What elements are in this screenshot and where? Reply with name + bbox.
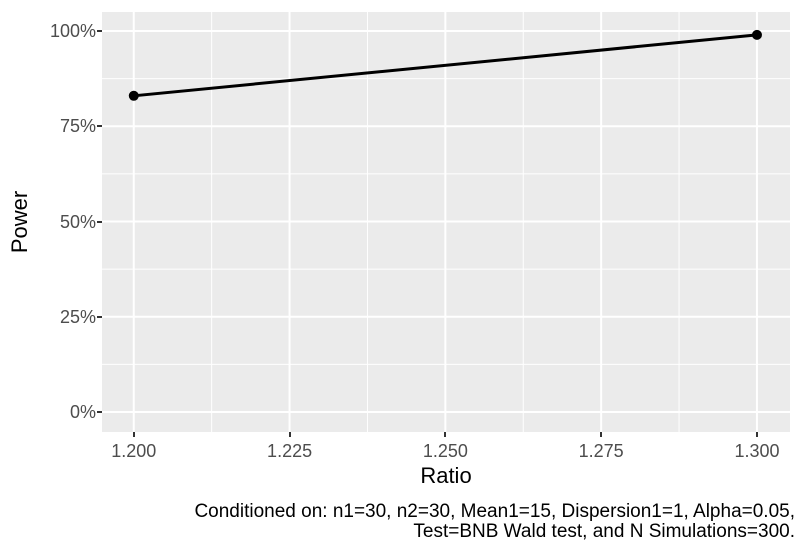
y-tick-mark [97, 315, 102, 318]
y-tick-label: 75% [59, 116, 96, 137]
x-tick-label: 1.250 [422, 441, 468, 461]
caption-line-2: Test=BNB Wald test, and N Simulations=30… [413, 521, 795, 542]
y-tick-mark [97, 411, 102, 413]
x-tick-mark [288, 432, 291, 437]
x-tick-mark [755, 432, 758, 437]
y-tick-mark [97, 30, 102, 33]
x-tick-mark [444, 432, 447, 437]
y-tick-mark [97, 125, 102, 128]
y-tick-label: 0% [69, 402, 96, 422]
y-tick-mark [97, 220, 102, 223]
x-axis-title: Ratio [420, 463, 472, 488]
plot-canvas [102, 12, 790, 432]
x-tick-label: 1.275 [578, 441, 624, 461]
data-point [751, 29, 762, 40]
x-tick-mark [132, 432, 135, 437]
x-tick-mark [600, 432, 603, 437]
caption-line-1: Conditioned on: n1=30, n2=30, Mean1=15, … [194, 501, 795, 522]
plot-panel [102, 12, 790, 432]
x-tick-label: 1.225 [267, 441, 313, 461]
plot-caption: Conditioned on: n1=30, n2=30, Mean1=15, … [194, 502, 795, 542]
y-tick-label: 100% [49, 21, 96, 42]
x-tick-label: 1.300 [734, 441, 780, 461]
y-tick-label: 50% [59, 211, 96, 232]
x-tick-label: 1.200 [111, 441, 157, 461]
data-point [128, 90, 139, 101]
series-line [133, 33, 758, 98]
y-tick-label: 25% [59, 306, 96, 327]
